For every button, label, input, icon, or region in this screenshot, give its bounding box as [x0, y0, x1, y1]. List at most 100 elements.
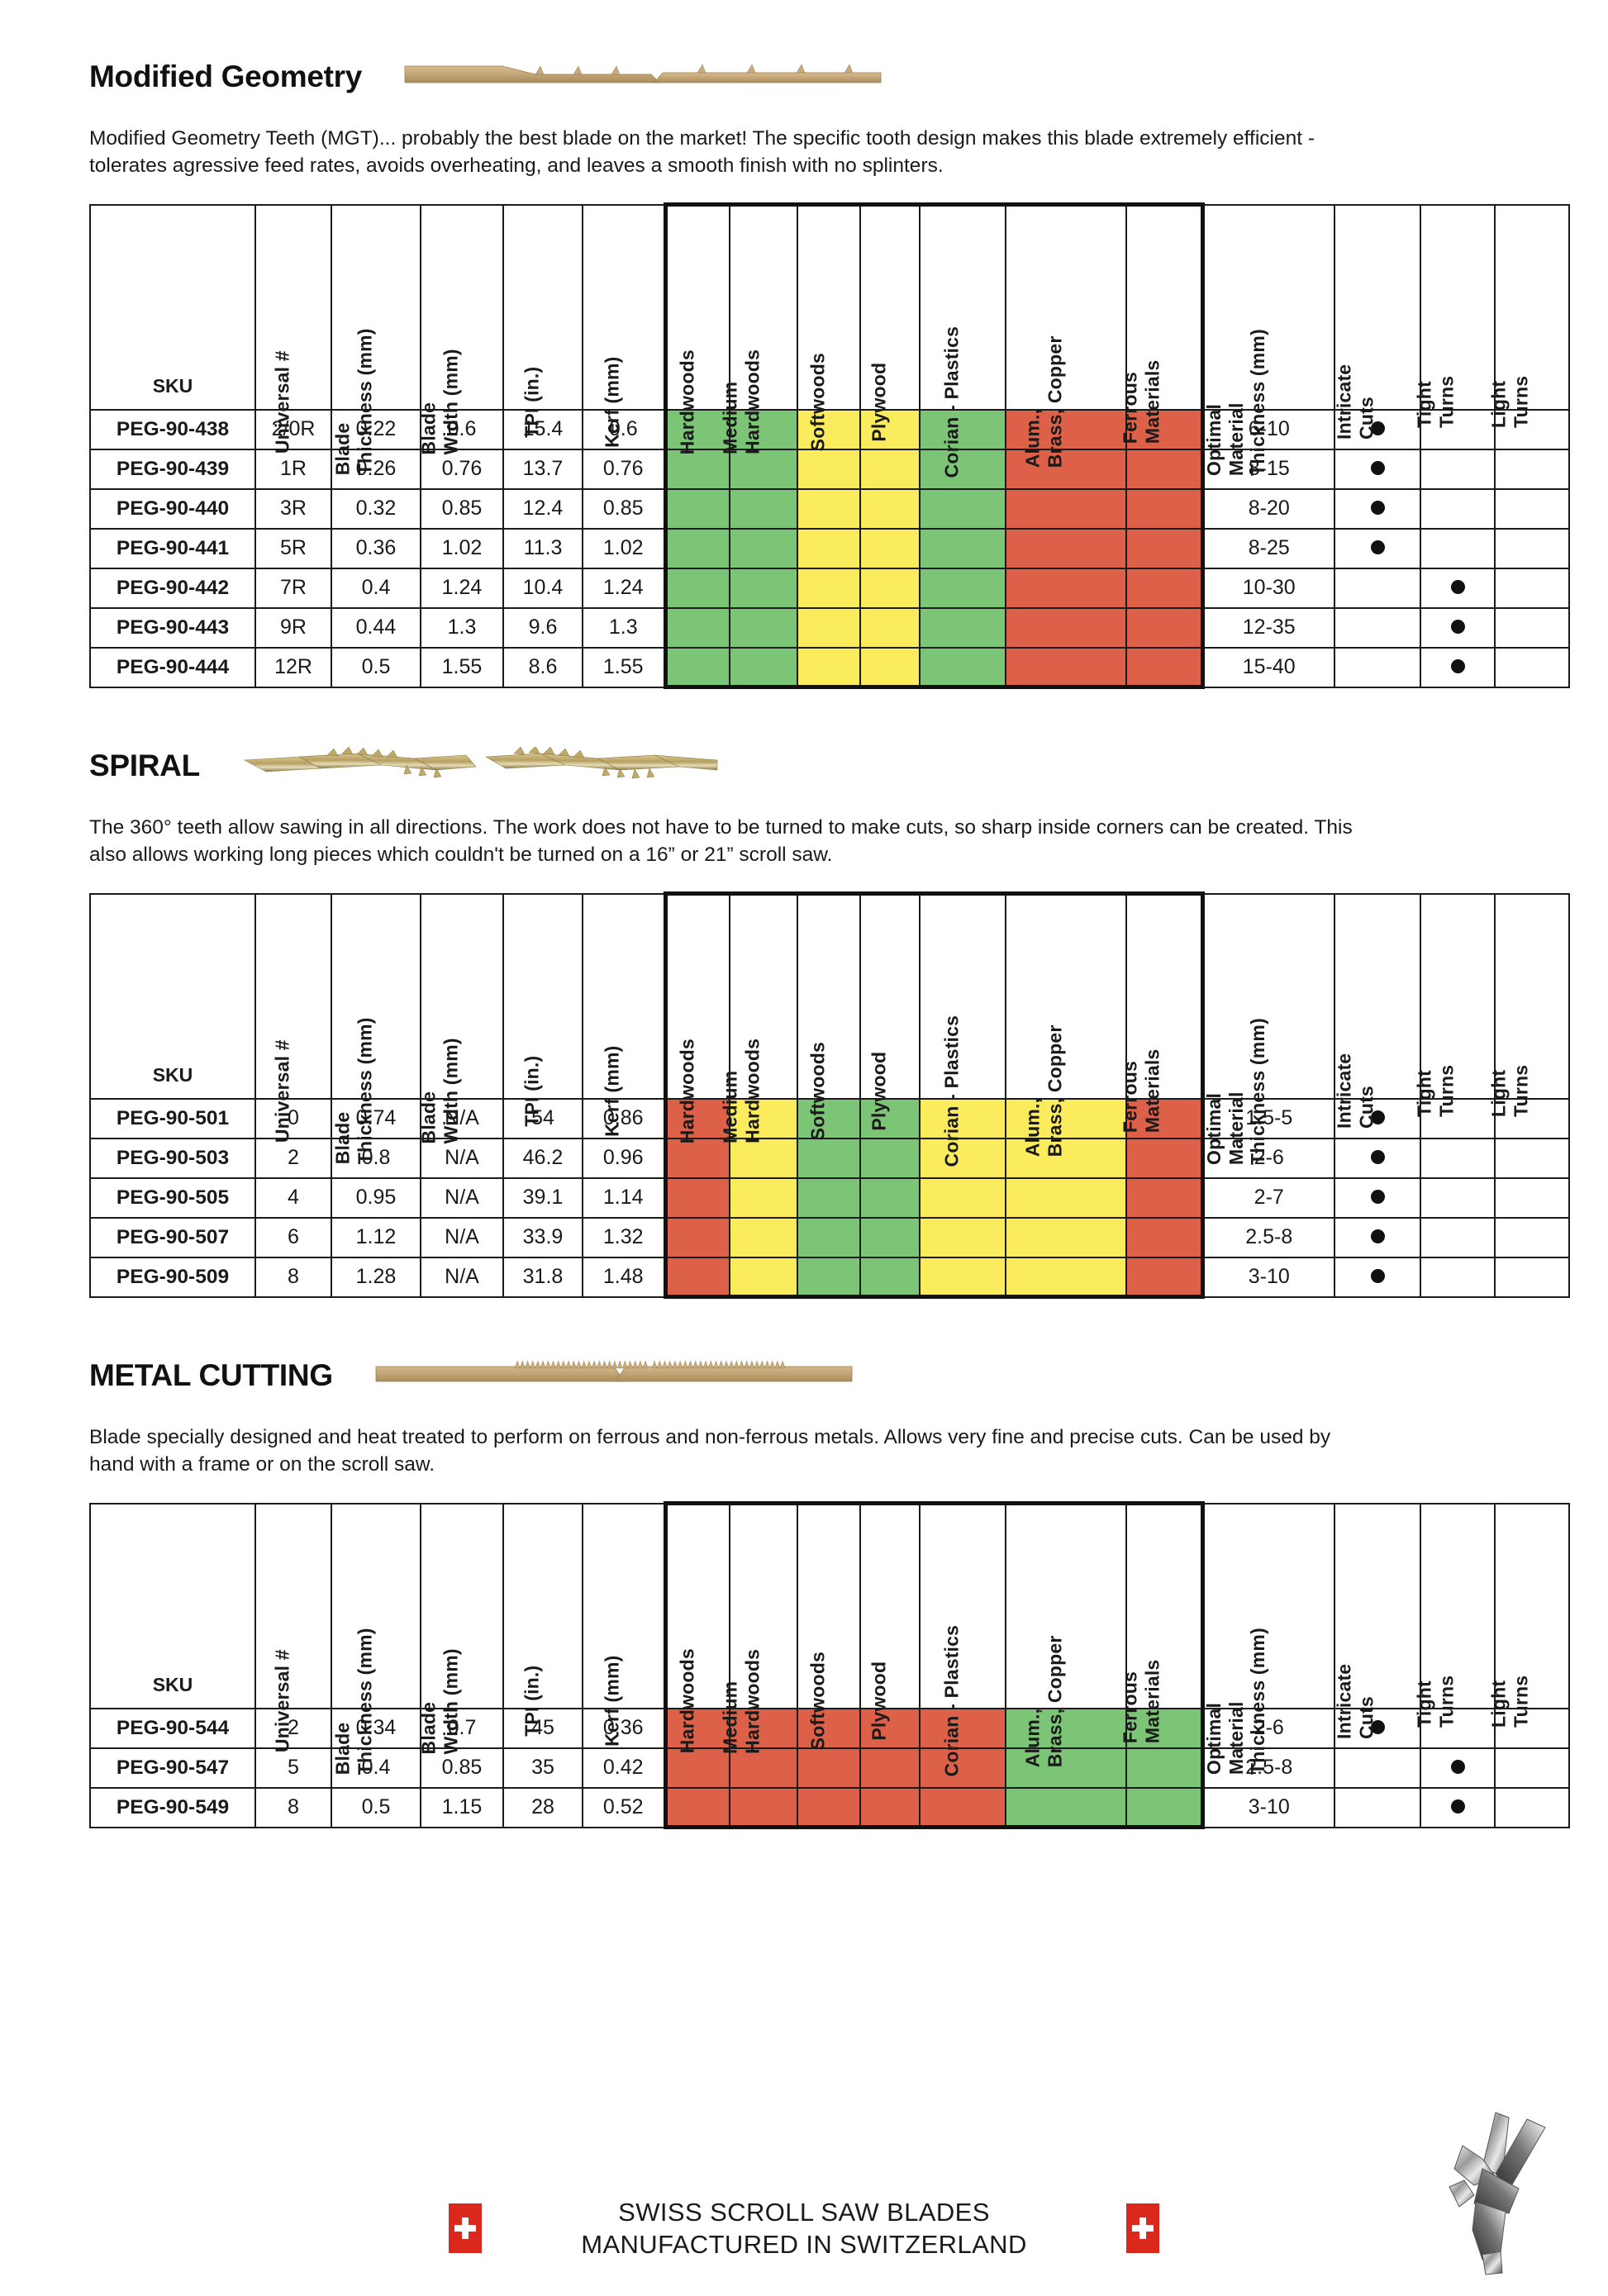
cell-kerf: 0.85 [582, 487, 666, 530]
table-row: PEG-90-501 0 0.74 N/A 54 0.86 1.5-5 [89, 1097, 1570, 1139]
cell-rating-hardwoods [663, 646, 730, 690]
table-row: PEG-90-439 1R 0.26 0.76 13.7 0.76 8-15 [89, 448, 1570, 490]
cell-rating-softwoods [797, 1216, 861, 1258]
bullet-dot [1450, 620, 1465, 635]
table-row: PEG-90-509 8 1.28 N/A 31.8 1.48 3-10 [89, 1256, 1570, 1300]
cell-rating-ferrous [1125, 606, 1205, 649]
cell-blade-width: 0.85 [420, 487, 504, 530]
cell-tight-turns [1420, 1216, 1496, 1258]
cell-optimal-thickness: 2.5-8 [1201, 1216, 1335, 1258]
cell-rating-softwoods [797, 646, 861, 690]
cell-rating-ferrous [1125, 567, 1205, 609]
col-header-blade-width: Blade Width (mm) [418, 1502, 504, 1754]
col-header-ferrous: Ferrous Materials [1120, 891, 1205, 1134]
table-row: PEG-90-440 3R 0.32 0.85 12.4 0.85 8-20 [89, 487, 1570, 530]
cell-rating-medium-hardwoods [729, 1786, 798, 1830]
swiss-flag-icon-right [1125, 2203, 1159, 2254]
cell-rating-medium-hardwoods [729, 1216, 798, 1258]
cell-universal: 5 [255, 1747, 332, 1789]
cell-tpi: 31.8 [502, 1256, 583, 1298]
cell-optimal-thickness: 12-35 [1201, 606, 1335, 649]
cell-rating-softwoods [797, 567, 861, 609]
cell-tight-turns [1420, 606, 1496, 649]
cell-rating-softwoods [797, 1707, 861, 1749]
cell-rating-corian [919, 567, 1006, 609]
cell-rating-softwoods [797, 448, 861, 490]
cell-blade-width: 1.02 [420, 527, 504, 569]
cell-rating-medium-hardwoods [729, 1707, 798, 1749]
cell-tight-turns [1420, 1786, 1496, 1828]
col-header-tpi: TPI (in.) [502, 203, 583, 438]
cell-tight-turns [1420, 1707, 1496, 1749]
cell-rating-hardwoods [663, 408, 730, 450]
cell-blade-thickness: 0.95 [331, 1177, 421, 1219]
bullet-dot [1370, 1190, 1385, 1205]
cell-sku: PEG-90-438 [89, 408, 256, 450]
cell-intricate-cuts [1334, 1137, 1421, 1179]
cell-universal: 2 [255, 1707, 332, 1749]
cell-sku: PEG-90-549 [89, 1786, 256, 1828]
col-header-universal: Universal # [255, 203, 332, 454]
cell-rating-alum [1005, 1216, 1127, 1258]
cell-rating-ferrous [1125, 487, 1205, 530]
cell-rating-corian [919, 1747, 1006, 1789]
table-row: PEG-90-443 9R 0.44 1.3 9.6 1.3 12-35 [89, 606, 1570, 649]
col-header-tpi: TPI (in.) [502, 1502, 583, 1737]
cell-blade-width: N/A [420, 1216, 504, 1258]
cell-rating-ferrous [1125, 448, 1205, 490]
cell-rating-hardwoods [663, 487, 730, 530]
col-header-blade-thickness: Blade Thickness (mm) [331, 892, 421, 1165]
cell-kerf: 0.52 [582, 1786, 666, 1828]
cell-blade-width: 0.7 [420, 1707, 504, 1749]
cell-kerf: 0.86 [582, 1097, 666, 1139]
cell-optimal-thickness: 2-7 [1201, 1177, 1335, 1219]
col-header-softwoods: Softwoods [797, 891, 861, 1140]
cell-light-turns [1494, 487, 1570, 530]
cell-rating-corian [919, 408, 1006, 450]
col-header-tpi: TPI (in.) [502, 892, 583, 1127]
footer-line-1: SWISS SCROLL SAW BLADES [618, 2197, 990, 2227]
cell-rating-hardwoods [663, 1747, 730, 1789]
cell-sku: PEG-90-503 [89, 1137, 256, 1179]
cell-blade-thickness: 0.34 [331, 1707, 421, 1749]
sections-container: Modified Geometry Modified Geometry Teet… [0, 48, 1608, 1830]
cell-blade-width: 1.24 [420, 567, 504, 609]
cell-universal: 2 [255, 1137, 332, 1179]
section-header: Modified Geometry [0, 48, 1608, 106]
cell-intricate-cuts [1334, 487, 1421, 530]
cell-rating-alum [1005, 527, 1127, 569]
swiss-flag-icon-left [449, 2203, 483, 2254]
cell-rating-plywood [859, 606, 921, 649]
cell-rating-corian [919, 1216, 1006, 1258]
cell-universal: 8 [255, 1256, 332, 1298]
cell-rating-medium-hardwoods [729, 487, 798, 530]
cell-universal: 4 [255, 1177, 332, 1219]
col-header-kerf: Kerf (mm) [582, 1502, 666, 1747]
table-row: PEG-90-444 12R 0.5 1.55 8.6 1.55 15-40 [89, 646, 1570, 690]
table-row: PEG-90-547 5 0.4 0.85 35 0.42 2.5-8 [89, 1747, 1570, 1789]
cell-optimal-thickness: 2-6 [1201, 1707, 1335, 1749]
cell-rating-plywood [859, 1747, 921, 1789]
cell-tpi: 10.4 [502, 567, 583, 609]
cell-optimal-thickness: 3-10 [1201, 1256, 1335, 1298]
col-header-optimal-thickness: Optimal Material Thickness (mm) [1201, 203, 1335, 476]
col-header-blade-width: Blade Width (mm) [418, 892, 504, 1144]
cell-blade-width: N/A [420, 1177, 504, 1219]
cell-rating-alum [1005, 408, 1127, 450]
col-header-alum: Alum., Brass, Copper [1005, 202, 1127, 468]
cell-optimal-thickness: 2-6 [1201, 1137, 1335, 1179]
cell-rating-ferrous [1125, 1786, 1205, 1830]
col-header-blade-thickness: Blade Thickness (mm) [331, 203, 421, 476]
cell-optimal-thickness: 8-20 [1201, 487, 1335, 530]
cell-rating-medium-hardwoods [729, 408, 798, 450]
table-row: PEG-90-505 4 0.95 N/A 39.1 1.14 2-7 [89, 1177, 1570, 1219]
cell-rating-alum [1005, 1097, 1127, 1139]
cell-rating-medium-hardwoods [729, 1747, 798, 1789]
cell-rating-hardwoods [663, 1097, 730, 1139]
cell-rating-plywood [859, 1216, 921, 1258]
bullet-dot [1370, 501, 1385, 516]
col-header-universal: Universal # [255, 1502, 332, 1752]
col-header-intricate-cuts: Intricate Cuts [1334, 892, 1421, 1129]
col-header-sku-label: SKU [152, 1673, 193, 1695]
